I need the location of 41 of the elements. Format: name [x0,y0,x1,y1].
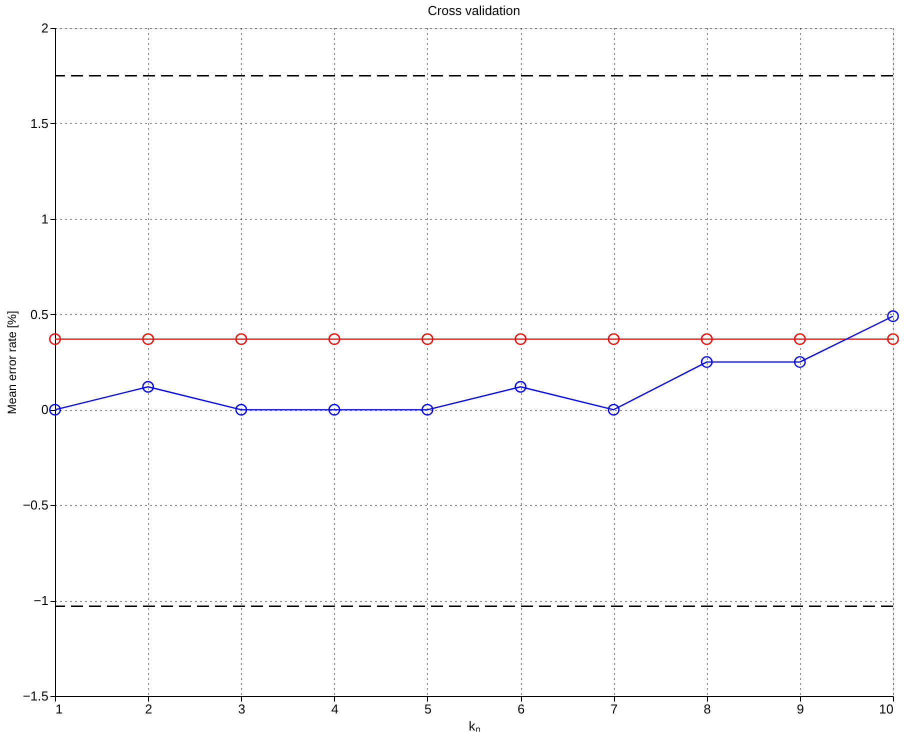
x-tick-label: 8 [704,702,711,716]
x-tick-label: 4 [331,702,338,716]
point [422,404,434,416]
point [235,404,248,416]
point [794,333,806,345]
x-tick-label: 3 [238,702,246,716]
y-tick-label: 0 [41,402,48,418]
x-tick-label: 6 [517,702,525,716]
point [700,333,713,345]
point [235,333,248,345]
y-tick-label: 1.5 [30,116,48,131]
y-tick-label: 1 [41,211,48,226]
x-tick-label: 1 [56,702,63,716]
chart-title: Cross validation [428,3,520,18]
x-tick-label: 9 [796,702,804,716]
y-tick-label: −1.5 [22,688,48,704]
point [328,404,340,416]
point [608,333,620,345]
point [514,333,526,345]
y-tick-label: 0.5 [30,306,48,322]
point [514,380,526,393]
point [608,404,620,416]
y-axis-title: Mean error rate [%] [4,310,19,414]
y-tick-label: 2 [41,20,48,36]
point [49,404,61,416]
point [422,333,434,345]
y-tick-label: −1 [34,593,48,608]
point [142,380,154,393]
point [142,333,154,345]
point [887,310,899,322]
x-tick-label: 7 [610,702,618,716]
point [328,333,340,345]
y-tick-label: −0.5 [22,498,48,513]
point [794,356,806,368]
x-tick-label: 2 [144,702,152,716]
point [700,356,713,368]
x-tick-label: 10 [879,702,894,716]
point [49,333,61,345]
x-tick-label: 5 [424,702,432,716]
point [887,333,899,345]
x-axis-title: kₙ [468,718,480,734]
